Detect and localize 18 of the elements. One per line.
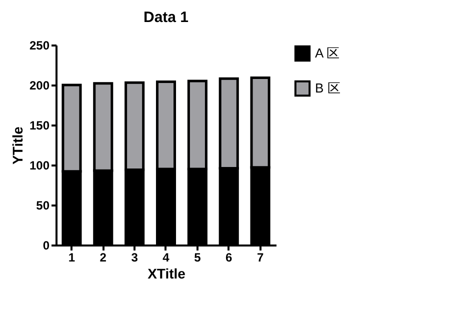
y-tick-label: 200 xyxy=(29,78,50,92)
legend-label: A 区 xyxy=(315,46,340,60)
y-tick-label: 250 xyxy=(29,38,50,52)
x-axis-title: XTitle xyxy=(148,266,186,282)
y-tick-label: 150 xyxy=(29,118,50,132)
chart-title: Data 1 xyxy=(143,9,189,26)
x-tick-label: 7 xyxy=(256,250,264,264)
x-tick-label: 4 xyxy=(162,250,170,264)
y-axis-title: YTitle xyxy=(9,126,26,164)
y-tick-label: 50 xyxy=(36,198,50,212)
x-tick-label: 1 xyxy=(68,250,76,264)
x-tick-label: 6 xyxy=(226,250,233,264)
x-tick-label: 2 xyxy=(100,250,107,264)
legend-label: B 区 xyxy=(315,80,340,96)
x-tick-label: 5 xyxy=(194,250,202,264)
y-tick-label: 0 xyxy=(42,238,50,252)
x-tick-label: 3 xyxy=(131,250,138,264)
y-tick-label: 100 xyxy=(29,158,50,172)
